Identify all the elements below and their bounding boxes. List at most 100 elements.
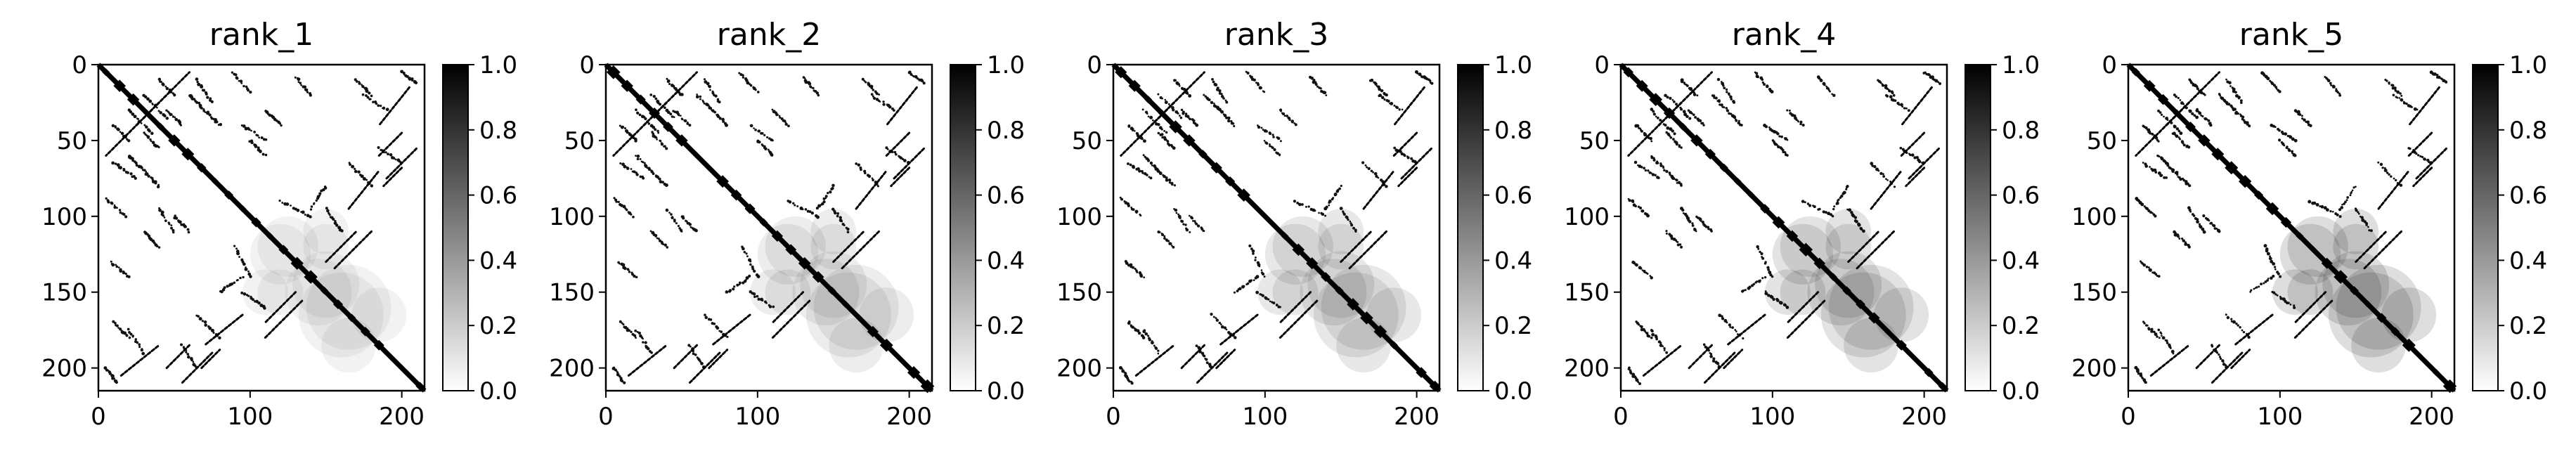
heatmap-contact-dot [1640, 325, 1643, 329]
heatmap-contact-dot [702, 100, 705, 103]
heatmap-contact-dot [2237, 112, 2240, 115]
heatmap-contact-dot [1144, 332, 1148, 336]
heatmap-contact-dot [320, 189, 323, 193]
heatmap-contact-dot [623, 381, 626, 384]
heatmap-contact-dot [1637, 381, 1640, 384]
heatmap-contact-dot [1675, 178, 1678, 182]
heatmap-contact-dot [2187, 145, 2191, 149]
heatmap-contact-dot [1323, 91, 1327, 95]
heatmap-contact-dot [2189, 210, 2192, 213]
heatmap-contact-line [325, 230, 358, 264]
heatmap-contact-dot [1637, 323, 1640, 326]
heatmap-contact-dot [1726, 321, 1728, 324]
heatmap-contact-dot [628, 271, 631, 273]
heatmap-contact-line [2233, 313, 2274, 346]
heatmap-contact-dot [253, 130, 256, 134]
heatmap-contact-dot [1696, 94, 1699, 97]
heatmap-contact-dot [804, 208, 808, 211]
heatmap-contact-dot [2241, 329, 2244, 332]
colorbar-tick-label: 0.6 [987, 182, 1025, 210]
heatmap-contact-dot [354, 167, 356, 170]
heatmap-contact-dot [1855, 219, 1858, 223]
heatmap-panel-5: rank_50 100 2000501001502001.00.80.60.40.2… [2071, 17, 2547, 431]
heatmap-contact-dot [1215, 317, 1217, 320]
heatmap-contact-dot [1729, 325, 1732, 328]
heatmap-contact-dot [711, 91, 715, 95]
heatmap-contact-dot [2301, 115, 2303, 117]
heatmap-contact-dot [635, 108, 637, 112]
heatmap-contact-dot [1760, 252, 1763, 256]
heatmap-contact-dot [2198, 111, 2202, 115]
heatmap-contact-dot [1269, 132, 1272, 136]
heatmap-contact-dot [867, 174, 872, 178]
heatmap-contact-line [1642, 344, 1683, 377]
heatmap-contact-dot [384, 151, 387, 154]
heatmap-contact-dot [1255, 290, 1259, 294]
heatmap-contact-dot [2173, 93, 2176, 96]
heatmap-contact-dot [2287, 301, 2290, 304]
heatmap-contact-dot [830, 187, 834, 190]
heatmap-contact-dot [1224, 99, 1227, 102]
heatmap-contact-dot [1832, 207, 1835, 211]
heatmap-contact-dot [1634, 204, 1638, 208]
heatmap-contact-dot [1737, 119, 1740, 122]
heatmap-contact-dot [1652, 112, 1656, 116]
heatmap-contact-dot [244, 267, 248, 271]
heatmap-contact-dot [162, 83, 165, 86]
heatmap-contact-dot [703, 78, 706, 81]
heatmap-contact-dot [656, 237, 659, 240]
heatmap-contact-dot [362, 176, 366, 181]
heatmap-contact-dot [1385, 93, 1388, 97]
heatmap-contact-dot [1646, 273, 1649, 275]
x-tick-label: 200 [886, 403, 932, 431]
heatmap-contact-dot [1649, 136, 1652, 141]
heatmap-contact-dot [171, 228, 175, 232]
heatmap-contact-dot [1768, 126, 1771, 129]
heatmap-contact-dot [134, 176, 137, 180]
heatmap-contact-dot [725, 290, 729, 294]
heatmap-contact-line [1392, 131, 1418, 157]
colorbar-tick-label: 0.4 [987, 247, 1025, 275]
heatmap-contact-line [1196, 351, 1229, 384]
heatmap-contact-dot [872, 89, 874, 91]
heatmap-contact-dot [1153, 344, 1156, 347]
heatmap-diffuse-region [750, 269, 796, 316]
heatmap-contact-dot [335, 223, 339, 227]
heatmap-contact-dot [2272, 274, 2275, 278]
heatmap-contact-dot [911, 74, 914, 77]
heatmap-diffuse-region [1815, 251, 1882, 318]
heatmap-contact-dot [2239, 99, 2243, 103]
heatmap-contact-dot [2211, 345, 2214, 348]
heatmap-contact-dot [901, 157, 904, 160]
heatmap-contact-dot [1652, 157, 1655, 160]
heatmap-contact-dot [1179, 116, 1183, 119]
heatmap-contact-dot [1252, 252, 1255, 255]
heatmap-contact-dot [1903, 107, 1906, 110]
y-tick-label: 200 [1056, 355, 1102, 383]
heatmap-contact-dot [195, 100, 199, 104]
heatmap-diagonal-block [278, 245, 289, 255]
heatmap-contact-dot [2199, 225, 2203, 229]
heatmap-diagonal-block [251, 217, 261, 228]
heatmap-contact-dot [2388, 83, 2390, 85]
heatmap-contact-dot [2196, 220, 2199, 224]
heatmap-contact-dot [392, 157, 396, 160]
heatmap-contact-dot [680, 230, 683, 233]
heatmap-contact-dot [1801, 124, 1805, 127]
heatmap-contact-dot [792, 202, 795, 205]
heatmap-contact-dot [1726, 109, 1729, 112]
heatmap-contact-dot [157, 110, 160, 112]
heatmap-contact-dot [1763, 83, 1766, 86]
heatmap-contact-dot [839, 216, 842, 219]
heatmap-contact-dot [365, 89, 369, 93]
heatmap-contact-dot [637, 331, 641, 335]
heatmap-contact-dot [666, 246, 669, 249]
heatmap-contact-dot [1185, 228, 1189, 232]
heatmap-contact-dot [387, 152, 389, 156]
heatmap-contact-dot [1200, 227, 1204, 230]
heatmap-contact-line [1905, 167, 1926, 188]
heatmap-contact-dot [1255, 275, 1260, 279]
heatmap-contact-dot [1784, 151, 1787, 154]
heatmap-contact-dot [1723, 106, 1726, 109]
heatmap-contact-dot [124, 215, 128, 219]
